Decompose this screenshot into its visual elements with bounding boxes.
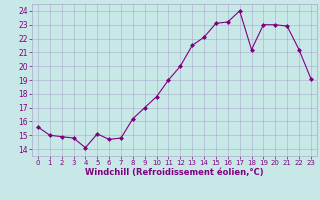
X-axis label: Windchill (Refroidissement éolien,°C): Windchill (Refroidissement éolien,°C) xyxy=(85,168,264,177)
